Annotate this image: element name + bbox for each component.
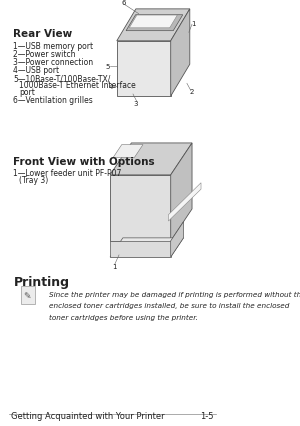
Text: Printing: Printing <box>14 275 70 288</box>
Polygon shape <box>117 10 190 42</box>
Text: 2: 2 <box>190 89 194 95</box>
FancyBboxPatch shape <box>21 286 35 305</box>
Text: 1000Base-T Ethernet Interface: 1000Base-T Ethernet Interface <box>19 81 136 90</box>
Text: Since the printer may be damaged if printing is performed without the: Since the printer may be damaged if prin… <box>50 291 300 297</box>
Text: enclosed toner cartridges installed, be sure to install the enclosed: enclosed toner cartridges installed, be … <box>50 302 290 308</box>
Text: 5—10Base-T/100Base-TX/: 5—10Base-T/100Base-TX/ <box>14 74 111 83</box>
Polygon shape <box>117 42 171 97</box>
Polygon shape <box>110 241 171 257</box>
Text: port: port <box>19 88 35 97</box>
Text: 6—Ventilation grilles: 6—Ventilation grilles <box>14 95 93 105</box>
Text: 3: 3 <box>134 100 138 106</box>
Text: 6: 6 <box>121 0 126 6</box>
Text: ✎: ✎ <box>24 291 31 301</box>
Text: (Tray 3): (Tray 3) <box>19 176 48 185</box>
Text: 4—USB port: 4—USB port <box>14 66 60 75</box>
Polygon shape <box>169 183 201 222</box>
Polygon shape <box>126 16 183 32</box>
Text: toner cartridges before using the printer.: toner cartridges before using the printe… <box>50 314 198 320</box>
Text: 2—Power switch: 2—Power switch <box>14 50 76 59</box>
Text: 1: 1 <box>191 21 195 27</box>
Polygon shape <box>113 145 143 158</box>
Polygon shape <box>110 238 184 257</box>
Polygon shape <box>171 222 184 257</box>
Polygon shape <box>171 144 192 241</box>
Polygon shape <box>110 144 192 176</box>
Text: 1: 1 <box>112 263 117 269</box>
Polygon shape <box>110 176 171 241</box>
Text: Front View with Options: Front View with Options <box>14 156 155 166</box>
Text: 1—USB memory port: 1—USB memory port <box>14 42 94 51</box>
Text: Getting Acquainted with Your Printer: Getting Acquainted with Your Printer <box>11 411 165 420</box>
Text: 5: 5 <box>106 63 110 69</box>
Text: 3—Power connection: 3—Power connection <box>14 58 94 67</box>
Text: 1—Lower feeder unit PF-P07: 1—Lower feeder unit PF-P07 <box>14 169 122 178</box>
Text: 1-5: 1-5 <box>200 411 213 420</box>
Polygon shape <box>171 10 190 97</box>
Polygon shape <box>129 16 177 29</box>
Text: Rear View: Rear View <box>14 29 73 39</box>
Text: 4: 4 <box>109 84 113 90</box>
